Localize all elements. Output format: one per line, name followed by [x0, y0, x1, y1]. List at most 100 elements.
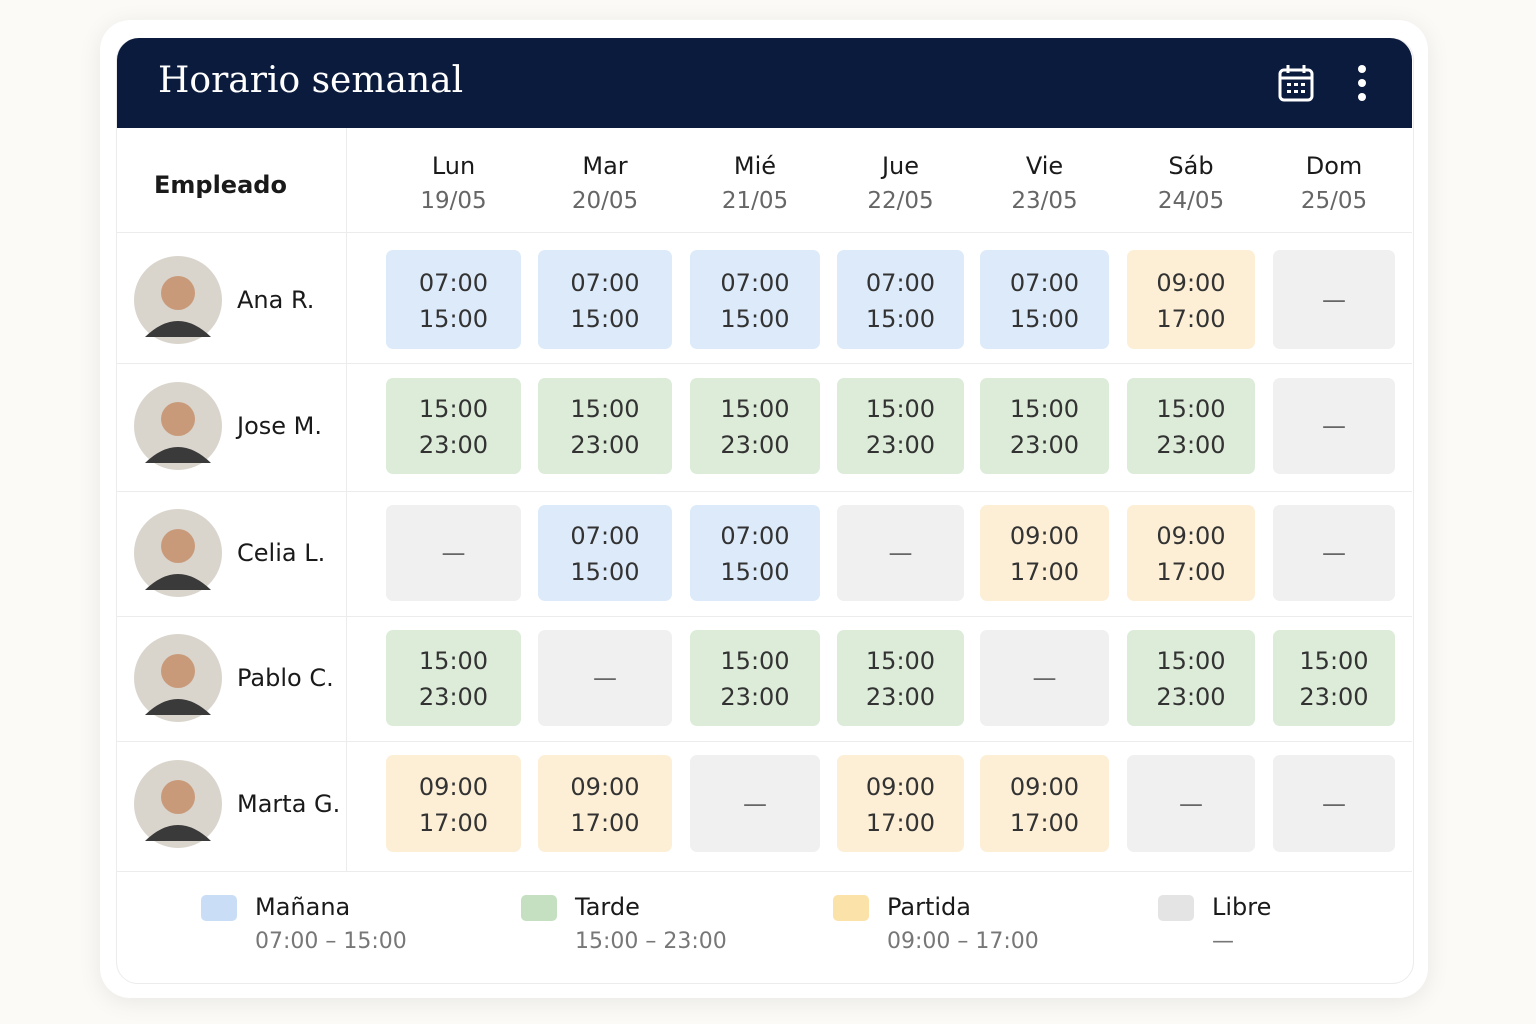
- row-divider: [117, 616, 1412, 617]
- avatar: [134, 759, 222, 848]
- shift-end: 15:00: [570, 304, 640, 333]
- shift-end: 23:00: [720, 431, 790, 459]
- day-name: Lun: [431, 152, 476, 180]
- day-date: 22/05: [867, 188, 934, 214]
- day-date: 19/05: [420, 188, 487, 214]
- shift-end: 23:00: [1009, 431, 1080, 459]
- row-divider: [117, 363, 1412, 364]
- shift-start: 07:00: [865, 268, 936, 297]
- shift-end: 23:00: [1299, 683, 1369, 711]
- legend-range: —: [1212, 929, 1234, 954]
- shift-cell: [1127, 755, 1255, 852]
- shift-cell: [690, 630, 820, 726]
- shift-end: 17:00: [418, 808, 489, 837]
- avatar: [134, 255, 222, 344]
- shift-cell: [538, 250, 672, 349]
- legend-swatch: [521, 895, 557, 921]
- day-name: Mié: [733, 152, 777, 180]
- shift-start: 15:00: [418, 395, 489, 423]
- shift-free: —: [1322, 539, 1346, 567]
- shift-cell: [980, 378, 1109, 474]
- shift-cell: [538, 755, 672, 852]
- shift-cell: [386, 630, 521, 726]
- legend-label: Tarde: [575, 893, 640, 921]
- shift-cell: [837, 630, 964, 726]
- shift-start: 07:00: [570, 522, 640, 550]
- day-date: 25/05: [1300, 188, 1368, 214]
- shift-cell: [1127, 505, 1255, 601]
- shift-free: —: [593, 664, 617, 692]
- avatar: [134, 634, 222, 722]
- shift-cell: [1273, 505, 1395, 601]
- shift-end: 23:00: [1156, 431, 1226, 459]
- shift-end: 23:00: [865, 683, 936, 711]
- day-name: Jue: [881, 152, 920, 180]
- row-divider: [117, 232, 1412, 233]
- shift-start: 09:00: [418, 772, 489, 801]
- shift-free: —: [1322, 412, 1346, 440]
- shift-cell: [980, 755, 1109, 852]
- header-bar: [117, 38, 1412, 128]
- shift-start: 09:00: [570, 772, 640, 801]
- shift-end: 17:00: [1156, 558, 1226, 586]
- shift-cell: [1273, 630, 1395, 726]
- employee-name: Jose M.: [237, 412, 322, 440]
- shift-cell: [980, 630, 1109, 726]
- shift-end: 17:00: [1156, 304, 1226, 333]
- day-date: 24/05: [1157, 188, 1225, 214]
- shift-start: 09:00: [1156, 268, 1226, 297]
- shift-end: 23:00: [570, 431, 640, 459]
- avatar: [134, 382, 222, 470]
- shift-end: 15:00: [570, 558, 640, 586]
- shift-free: —: [1179, 789, 1203, 818]
- legend-swatch: [1158, 895, 1194, 921]
- day-name: Mar: [582, 152, 628, 180]
- shift-cell: [837, 755, 964, 852]
- shift-start: 07:00: [720, 522, 790, 550]
- day-name: Sáb: [1168, 152, 1214, 180]
- shift-cell: [386, 505, 521, 601]
- row-divider: [117, 871, 1412, 872]
- day-date: 20/05: [571, 188, 639, 214]
- shift-start: 09:00: [865, 772, 936, 801]
- legend-swatch: [833, 895, 869, 921]
- shift-start: 09:00: [1009, 772, 1080, 801]
- shift-cell: [538, 630, 672, 726]
- shift-cell: [1127, 378, 1255, 474]
- shift-end: 23:00: [418, 431, 489, 459]
- shift-end: 15:00: [720, 304, 790, 333]
- shift-start: 09:00: [1156, 522, 1226, 550]
- shift-start: 15:00: [1299, 647, 1369, 675]
- calendar-button[interactable]: [1278, 64, 1316, 104]
- legend-range: 09:00 – 17:00: [887, 929, 1039, 954]
- shift-cell: [837, 505, 964, 601]
- legend-label: Mañana: [255, 893, 351, 921]
- row-divider: [117, 491, 1412, 492]
- shift-free: —: [441, 539, 466, 567]
- shift-start: 15:00: [720, 647, 790, 675]
- legend-range: 07:00 – 15:00: [255, 929, 407, 954]
- shift-end: 17:00: [570, 808, 640, 837]
- shift-start: 15:00: [1009, 395, 1080, 423]
- shift-cell: [690, 250, 820, 349]
- day-date: 23/05: [1011, 188, 1078, 214]
- shift-start: 09:00: [1009, 522, 1080, 550]
- shift-start: 07:00: [570, 268, 640, 297]
- menu-button[interactable]: [1352, 64, 1372, 104]
- shift-end: 23:00: [1156, 683, 1226, 711]
- shift-free: —: [743, 789, 767, 818]
- shift-cell: [1273, 755, 1395, 852]
- shift-free: —: [1322, 789, 1346, 818]
- shift-cell: [386, 250, 521, 349]
- employee-name: Celia L.: [237, 539, 326, 567]
- day-name: Dom: [1305, 152, 1363, 180]
- shift-cell: [1273, 250, 1395, 349]
- legend-label: Libre: [1212, 893, 1272, 921]
- shift-end: 15:00: [1009, 304, 1080, 333]
- shift-end: 23:00: [418, 683, 489, 711]
- shift-start: 07:00: [720, 268, 790, 297]
- title: Horario semanal: [158, 60, 464, 101]
- shift-end: 15:00: [865, 304, 936, 333]
- shift-cell: [690, 755, 820, 852]
- legend-label: Partida: [887, 893, 971, 921]
